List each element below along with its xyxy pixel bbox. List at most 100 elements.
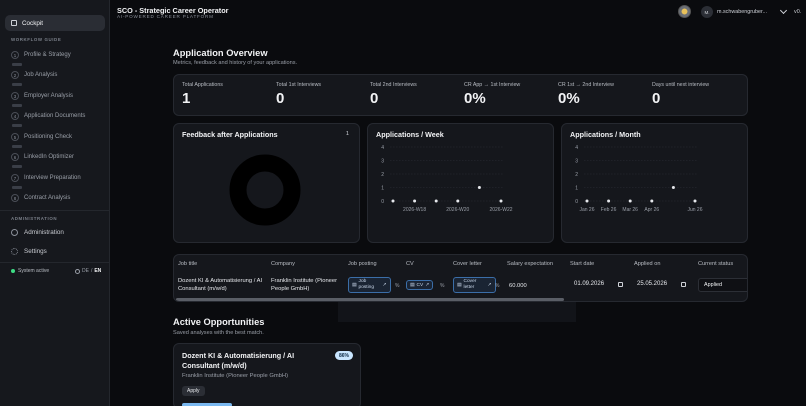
date-value: 25.05.2026 — [637, 281, 668, 287]
start-date-input[interactable]: 01.09.2026 — [574, 281, 624, 287]
weekly-chart: 0 1 2 3 4 2026-W18 2026-W20 2026-W22 — [381, 145, 513, 213]
opportunity-card[interactable]: Dozent KI & Automatisierung / AI Consult… — [173, 343, 361, 406]
lang-en[interactable]: EN — [94, 268, 102, 274]
sidebar-item-employer-analysis[interactable]: 3 Employer Analysis — [11, 92, 73, 100]
data-point[interactable] — [585, 199, 589, 203]
stat-label: Total 2nd Interviews — [370, 82, 417, 88]
opportunity-company: Franklin Institute (Pioneer People GmbH) — [182, 373, 288, 379]
column-header[interactable]: Current status — [698, 261, 734, 267]
donut-slice[interactable] — [229, 154, 301, 226]
sidebar-item-administration[interactable]: Administration — [11, 229, 64, 236]
data-point[interactable] — [650, 199, 654, 203]
app-subtitle: AI-POWERED CAREER PLATFORM — [117, 14, 214, 19]
cover-letter-button[interactable]: ▤ Cover letter ↗ — [453, 277, 496, 293]
calendar-icon[interactable] — [618, 281, 624, 287]
data-point[interactable] — [607, 199, 611, 203]
sidebar: Cockpit WORKFLOW GUIDE 1 Profile & Strat… — [0, 0, 110, 406]
column-header[interactable]: CV — [406, 261, 414, 267]
sidebar-item-label: Application Documents — [24, 113, 86, 119]
column-header[interactable]: Job posting — [348, 261, 377, 267]
y-tick-label: 3 — [575, 158, 578, 164]
x-tick-label: Mar 26 — [622, 207, 638, 213]
y-tick-label: 2 — [381, 172, 384, 178]
user-avatar[interactable]: M. — [701, 6, 713, 18]
sidebar-item-label: Employer Analysis — [24, 93, 74, 99]
shield-icon — [11, 229, 18, 236]
cv-button[interactable]: ▤ CV ↗ — [406, 280, 434, 290]
stat-value: 0% — [558, 90, 580, 107]
version-label: v0. — [794, 9, 802, 15]
weekly-panel: Applications / Week 0 1 2 3 4 2026-W18 2026-W2… — [367, 123, 554, 243]
column-header[interactable]: Company — [271, 261, 295, 267]
page-title: Application Overview — [173, 48, 268, 58]
column-header[interactable]: Cover letter — [453, 261, 482, 267]
horizontal-scrollbar[interactable] — [176, 298, 564, 301]
sidebar-item-application-documents[interactable]: 4 Application Documents — [11, 112, 85, 120]
divider — [0, 262, 110, 263]
user-name[interactable]: m.schwabengruber... — [717, 9, 768, 15]
cell-percent: % — [395, 283, 400, 289]
divider — [0, 210, 110, 211]
cell-salary[interactable]: 60.000 — [509, 283, 527, 289]
date-value: 01.09.2026 — [574, 281, 605, 287]
y-tick-label: 4 — [381, 145, 384, 151]
section-title: Active Opportunities — [173, 317, 265, 327]
x-tick-label: 2026-W22 — [489, 207, 512, 213]
sidebar-item-label: LinkedIn Optimizer — [24, 154, 75, 160]
y-tick-label: 2 — [575, 172, 578, 178]
chip-label: CV — [416, 282, 424, 288]
column-header[interactable]: Start date — [570, 261, 595, 267]
x-tick-label: Jan 26 — [579, 207, 594, 213]
step-number: 6 — [11, 153, 19, 161]
column-header[interactable]: Job title — [178, 261, 198, 267]
data-point[interactable] — [671, 186, 675, 189]
sidebar-item-interview-preparation[interactable]: 7 Interview Preparation — [11, 174, 81, 182]
status-select[interactable]: Applied — [698, 278, 747, 292]
calendar-icon[interactable] — [681, 281, 687, 287]
x-tick-label: 2026-W20 — [446, 207, 469, 213]
external-link-icon: ↗ — [382, 282, 387, 288]
stat-label: Days until next interview — [652, 82, 710, 88]
panel-title: Applications / Month — [570, 130, 641, 139]
sidebar-item-label: Job Analysis — [24, 72, 58, 78]
globe-icon — [75, 268, 80, 274]
data-point[interactable] — [434, 199, 438, 203]
data-point[interactable] — [499, 199, 503, 203]
sidebar-item-contract-analysis[interactable]: 8 Contract Analysis — [11, 194, 70, 202]
data-point[interactable] — [456, 199, 460, 203]
step-number: 2 — [11, 71, 19, 79]
sidebar-item-linkedin-optimizer[interactable]: 6 LinkedIn Optimizer — [11, 153, 74, 161]
data-point[interactable] — [628, 199, 632, 203]
data-point[interactable] — [391, 199, 395, 203]
external-link-icon: ↗ — [487, 282, 492, 288]
data-point[interactable] — [693, 199, 697, 203]
cell-company: Franklin Institute (Pioneer People GmbH) — [271, 278, 338, 293]
step-number: 3 — [11, 92, 19, 100]
step-number: 8 — [11, 194, 19, 202]
sidebar-item-cockpit[interactable]: Cockpit — [5, 15, 105, 31]
y-tick-label: 4 — [575, 145, 578, 151]
chevron-down-icon[interactable] — [779, 6, 788, 15]
section-label-administration: ADMINISTRATION — [11, 216, 58, 221]
applied-on-input[interactable]: 25.05.2026 — [637, 281, 687, 287]
column-header[interactable]: Applied on — [634, 261, 661, 267]
sidebar-item-positioning-check[interactable]: 5 Positioning Check — [11, 133, 72, 141]
lang-de[interactable]: DE — [82, 268, 89, 274]
sidebar-item-job-analysis[interactable]: 2 Job Analysis — [11, 71, 57, 79]
data-point[interactable] — [477, 186, 481, 189]
theme-avatar-icon[interactable] — [678, 5, 691, 18]
app-title: SCO - Strategic Career Operator — [117, 6, 229, 15]
cell-percent: % — [440, 283, 445, 289]
section-subtitle: Saved analyses with the best match. — [173, 330, 264, 336]
apply-button[interactable]: Apply — [182, 386, 205, 396]
job-posting-button[interactable]: ▤ Job posting ↗ — [348, 277, 391, 293]
external-link-icon: ↗ — [425, 282, 430, 288]
language-switcher[interactable]: DE / EN — [75, 268, 101, 274]
data-point[interactable] — [413, 199, 417, 203]
step-number: 5 — [11, 133, 19, 141]
column-header[interactable]: Salary expectation — [507, 261, 554, 267]
sidebar-item-settings[interactable]: Settings — [11, 248, 47, 255]
sidebar-item-profile[interactable]: 1 Profile & Strategy — [11, 51, 71, 59]
step-progress — [12, 145, 22, 148]
step-progress — [12, 124, 22, 127]
